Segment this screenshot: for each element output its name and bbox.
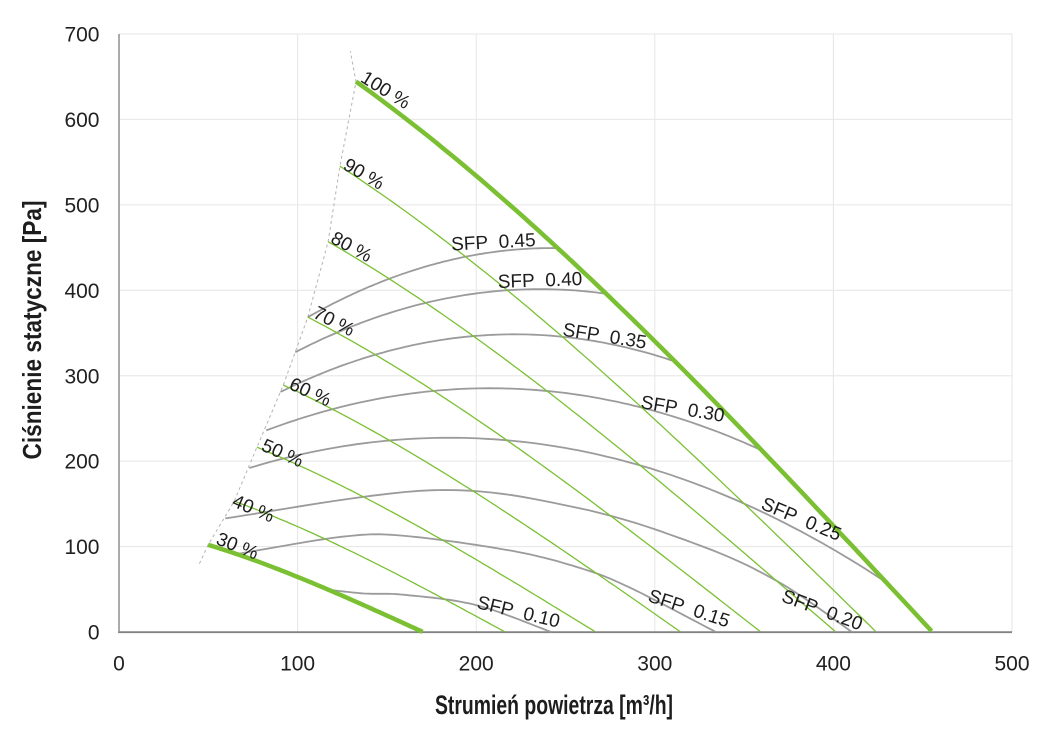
svg-text:500: 500 bbox=[994, 653, 1029, 676]
svg-text:100: 100 bbox=[64, 536, 99, 559]
svg-text:SFP 0.45: SFP 0.45 bbox=[451, 230, 536, 255]
svg-text:600: 600 bbox=[64, 109, 99, 132]
svg-text:200: 200 bbox=[459, 653, 494, 676]
svg-text:400: 400 bbox=[64, 280, 99, 303]
svg-text:0: 0 bbox=[88, 622, 100, 645]
svg-text:700: 700 bbox=[64, 24, 99, 47]
svg-text:500: 500 bbox=[64, 195, 99, 218]
svg-text:SFP 0.40: SFP 0.40 bbox=[497, 269, 582, 293]
svg-text:200: 200 bbox=[64, 451, 99, 474]
svg-text:300: 300 bbox=[64, 365, 99, 388]
svg-text:Strumień powietrza [m³/h]: Strumień powietrza [m³/h] bbox=[435, 690, 673, 720]
svg-text:400: 400 bbox=[816, 653, 851, 676]
svg-text:100: 100 bbox=[280, 653, 315, 676]
svg-text:0: 0 bbox=[113, 653, 125, 676]
svg-text:Ciśnienie statyczne [Pa]: Ciśnienie statyczne [Pa] bbox=[17, 201, 47, 460]
svg-text:300: 300 bbox=[637, 653, 672, 676]
